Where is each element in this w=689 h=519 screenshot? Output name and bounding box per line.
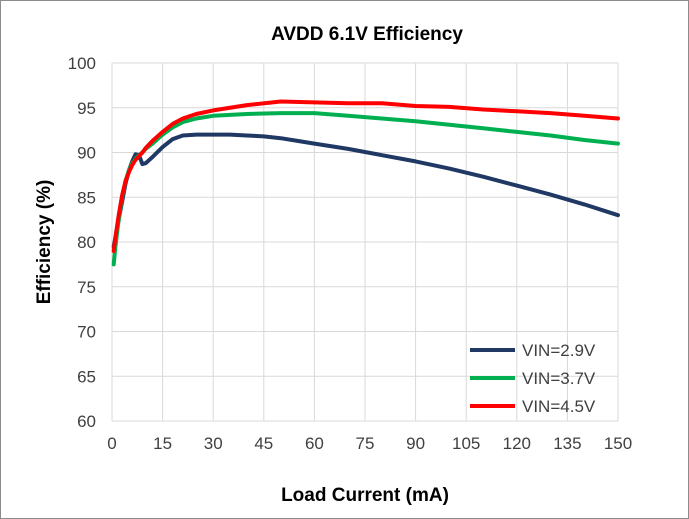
y-tick-label: 90 <box>77 144 96 163</box>
x-tick-label: 45 <box>254 434 273 453</box>
y-tick-label: 100 <box>68 54 96 73</box>
x-tick-label: 120 <box>503 434 531 453</box>
series-line-1 <box>111 132 620 249</box>
x-tick-label: 0 <box>107 434 116 453</box>
tick-labels: 0 15 30 45 60 75 90 105 120 135 150 60 65 70 75 80 85 90 9… <box>68 54 633 453</box>
series-layer <box>111 99 620 267</box>
x-tick-label: 15 <box>153 434 172 453</box>
x-axis-title: Load Current (mA) <box>281 485 449 506</box>
x-tick-label: 90 <box>406 434 425 453</box>
legend-label-3: VIN=4.5V <box>522 397 596 416</box>
legend-label-2: VIN=3.7V <box>522 369 596 388</box>
x-tick-label: 30 <box>204 434 223 453</box>
series-line-3 <box>111 99 620 253</box>
y-tick-label: 65 <box>77 367 96 386</box>
y-tick-label: 75 <box>77 278 96 297</box>
x-tick-label: 75 <box>356 434 375 453</box>
x-tick-label: 105 <box>452 434 480 453</box>
legend: VIN=2.9V VIN=3.7V VIN=4.5V <box>470 341 596 416</box>
x-tick-label: 150 <box>604 434 632 453</box>
y-tick-label: 70 <box>77 323 96 342</box>
x-tick-label: 135 <box>553 434 581 453</box>
y-tick-label: 80 <box>77 233 96 252</box>
y-tick-label: 85 <box>77 188 96 207</box>
y-axis-title: Efficiency (%) <box>34 180 55 305</box>
legend-label-1: VIN=2.9V <box>522 341 596 360</box>
chart-title: AVDD 6.1V Efficiency <box>271 24 463 45</box>
y-tick-label: 60 <box>77 412 96 431</box>
x-tick-label: 60 <box>305 434 324 453</box>
y-tick-label: 95 <box>77 99 96 118</box>
